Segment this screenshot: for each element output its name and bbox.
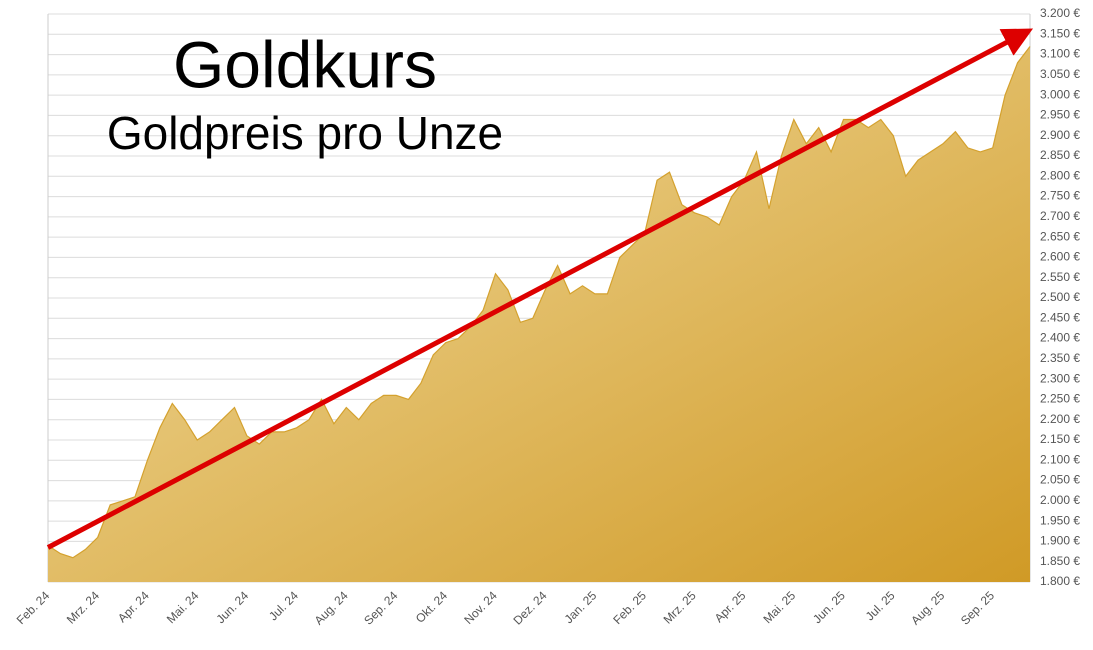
y-tick-label: 2.150 € xyxy=(1040,432,1080,446)
y-tick-label: 2.550 € xyxy=(1040,270,1080,284)
x-tick-label: Apr. 25 xyxy=(712,588,749,625)
y-tick-label: 2.100 € xyxy=(1040,452,1080,466)
x-tick-label: Apr. 24 xyxy=(115,588,152,625)
chart-subtitle: Goldpreis pro Unze xyxy=(107,107,503,159)
trend-arrow xyxy=(46,28,1034,550)
y-tick-label: 1.850 € xyxy=(1040,554,1080,568)
y-tick-label: 3.150 € xyxy=(1040,26,1080,40)
x-tick-label: Mrz. 24 xyxy=(64,588,102,626)
x-tick-label: Aug. 25 xyxy=(908,588,947,627)
x-tick-label: Jun. 25 xyxy=(810,588,848,626)
y-tick-label: 3.100 € xyxy=(1040,47,1080,61)
y-tick-label: 2.350 € xyxy=(1040,351,1080,365)
y-tick-label: 2.250 € xyxy=(1040,392,1080,406)
x-tick-label: Jun. 24 xyxy=(214,588,252,626)
y-tick-label: 2.000 € xyxy=(1040,493,1080,507)
y-tick-label: 1.900 € xyxy=(1040,534,1080,548)
y-tick-label: 2.600 € xyxy=(1040,250,1080,264)
x-tick-label: Dez. 24 xyxy=(510,588,549,627)
x-tick-label: Mai. 25 xyxy=(760,588,798,626)
y-tick-label: 2.200 € xyxy=(1040,412,1080,426)
area-line xyxy=(47,46,1031,559)
y-tick-label: 2.750 € xyxy=(1040,189,1080,203)
x-tick-label: Aug. 24 xyxy=(312,588,351,627)
y-tick-label: 2.300 € xyxy=(1040,371,1080,385)
area xyxy=(48,46,1030,582)
y-tick-label: 3.050 € xyxy=(1040,67,1080,81)
y-tick-label: 2.050 € xyxy=(1040,473,1080,487)
y-tick-label: 2.950 € xyxy=(1040,108,1080,122)
x-tick-label: Mai. 24 xyxy=(164,588,202,626)
y-tick-label: 2.450 € xyxy=(1040,310,1080,324)
y-tick-label: 2.650 € xyxy=(1040,229,1080,243)
x-tick-label: Jan. 25 xyxy=(562,588,600,626)
y-tick-label: 1.800 € xyxy=(1040,574,1080,588)
x-tick-label: Mrz. 25 xyxy=(661,588,699,626)
y-tick-label: 2.500 € xyxy=(1040,290,1080,304)
y-tick-label: 3.000 € xyxy=(1040,87,1080,101)
y-tick-label: 2.900 € xyxy=(1040,128,1080,142)
x-tick-label: Nov. 24 xyxy=(461,588,500,627)
x-tick-label: Sep. 25 xyxy=(958,588,997,627)
x-tick-label: Feb. 24 xyxy=(14,588,53,627)
x-tick-label: Jul. 25 xyxy=(863,588,898,623)
x-tick-label: Okt. 24 xyxy=(413,588,450,625)
x-tick-label: Sep. 24 xyxy=(361,588,400,627)
y-tick-label: 2.850 € xyxy=(1040,148,1080,162)
chart-title: Goldkurs xyxy=(173,27,437,101)
y-tick-label: 2.400 € xyxy=(1040,331,1080,345)
y-tick-label: 2.700 € xyxy=(1040,209,1080,223)
x-tick-label: Jul. 24 xyxy=(266,588,301,623)
y-tick-label: 2.800 € xyxy=(1040,168,1080,182)
y-tick-label: 3.200 € xyxy=(1040,6,1080,20)
x-tick-label: Feb. 25 xyxy=(610,588,649,627)
y-tick-label: 1.950 € xyxy=(1040,513,1080,527)
